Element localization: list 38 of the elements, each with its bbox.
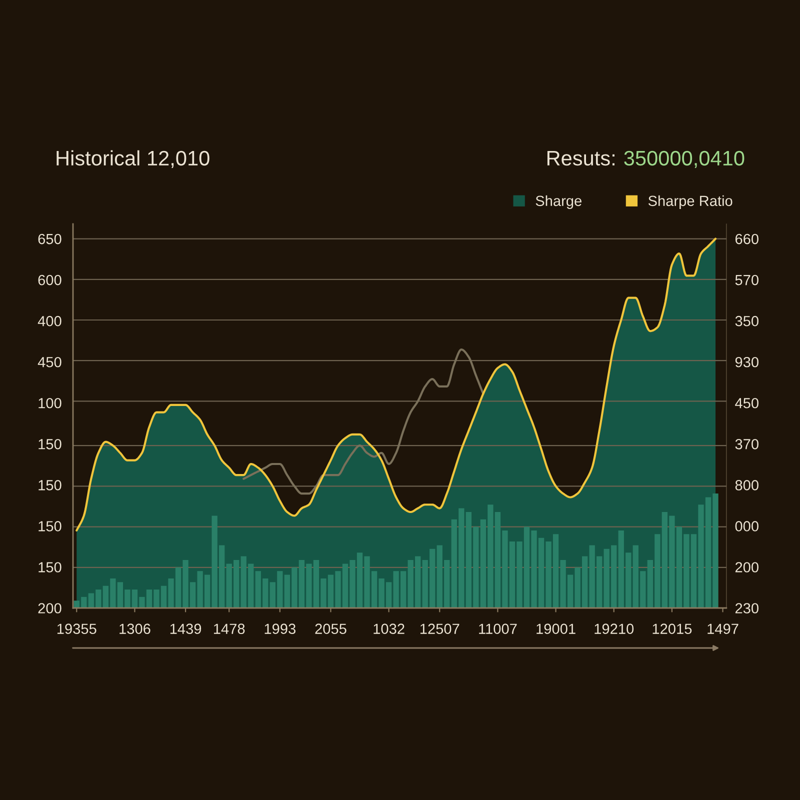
category-label: 930 <box>735 356 758 368</box>
x-tick-label: 19001 <box>536 624 576 634</box>
category-label: 200 <box>38 603 62 614</box>
category-label: 230 <box>735 603 758 614</box>
category-label: 200 <box>735 562 758 572</box>
category-label: 150 <box>38 562 62 572</box>
x-tick-label: 12015 <box>652 624 692 634</box>
x-tick-label: 12507 <box>420 624 460 634</box>
category-label: 450 <box>38 356 62 368</box>
category-label: 600 <box>38 274 62 286</box>
category-label: 400 <box>38 316 62 326</box>
x-tick-label: 11007 <box>479 624 517 634</box>
category-label: 100 <box>38 398 62 408</box>
legend-label: Sharpe Ratio <box>648 195 732 209</box>
category-label: 570 <box>735 274 758 286</box>
x-tick-label: 1032 <box>374 624 404 634</box>
category-label: 370 <box>735 439 758 450</box>
x-tick-label: 19355 <box>57 624 96 634</box>
category-label: 000 <box>735 521 758 532</box>
category-label: 660 <box>735 234 758 244</box>
category-label: 800 <box>735 480 758 490</box>
category-label: 150 <box>38 439 62 450</box>
x-tick-label: 2055 <box>315 624 346 634</box>
category-label: 450 <box>735 398 758 408</box>
x-tick-label: 1306 <box>120 624 150 634</box>
x-tick-label: 19210 <box>594 624 634 634</box>
chart-title: Historical 12,010 <box>56 150 210 168</box>
category-label: 150 <box>38 521 62 532</box>
x-tick-label: 1478 <box>214 624 245 634</box>
x-tick-label: 1439 <box>170 624 202 634</box>
x-tick-label: 1497 <box>708 624 738 634</box>
text: Resuts: <box>547 151 614 166</box>
category-label: 650 <box>38 234 62 244</box>
x-tick-label: 1993 <box>264 624 296 634</box>
category-label: 150 <box>38 480 62 490</box>
category-label: 350 <box>735 316 758 326</box>
text: 350000,0410 <box>624 150 744 168</box>
legend-label: Sharge <box>536 195 582 209</box>
